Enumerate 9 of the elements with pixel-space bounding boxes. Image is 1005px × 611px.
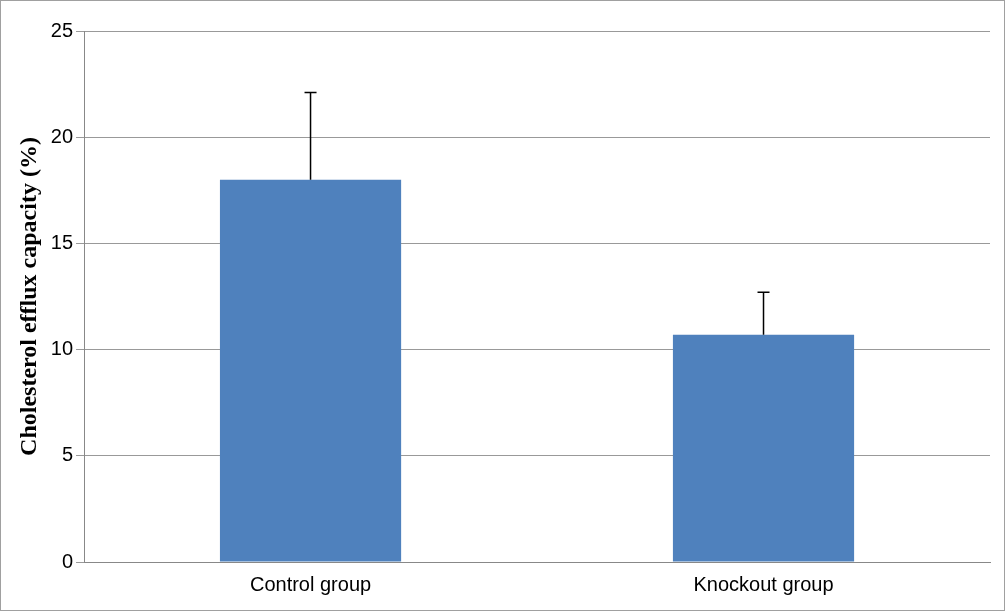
y-tick-label: 5 — [61, 443, 74, 466]
x-tick-label: Knockout group — [693, 572, 834, 595]
y-tick-label: 20 — [50, 124, 74, 147]
y-axis-title: Cholesterol efflux capacity (%) — [14, 137, 41, 456]
y-tick-label: 25 — [50, 18, 74, 41]
x-tick-label: Control group — [249, 572, 372, 595]
y-tick-label: 0 — [61, 549, 74, 572]
y-tick-label: 10 — [50, 337, 74, 360]
y-tick-label: 15 — [50, 230, 74, 253]
